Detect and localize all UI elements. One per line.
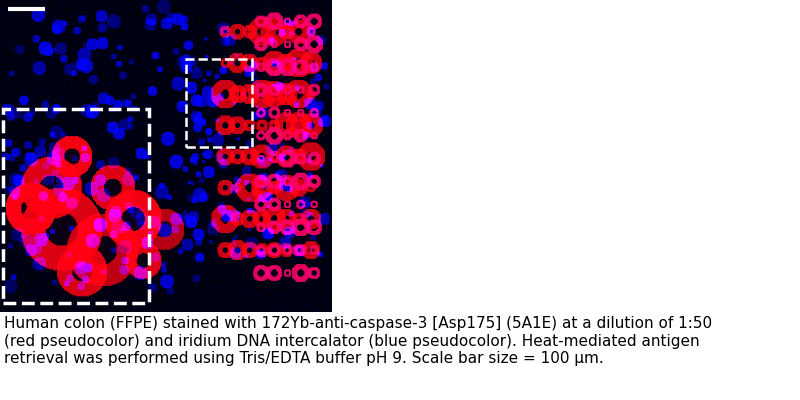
Text: Human colon (FFPE) stained with 172Yb-anti-caspase-3 [Asp175] (5A1E) at a diluti: Human colon (FFPE) stained with 172Yb-an… [4, 316, 712, 366]
Bar [3, 109, 150, 303]
Bar [186, 59, 252, 147]
